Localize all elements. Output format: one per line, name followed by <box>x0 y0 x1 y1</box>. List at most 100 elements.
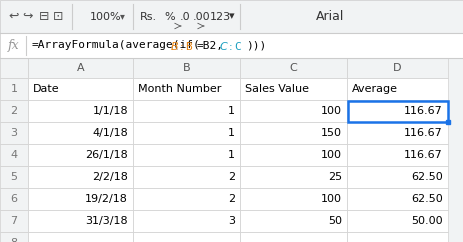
Text: 150: 150 <box>321 128 342 138</box>
Bar <box>240 100 347 122</box>
Text: 116.67: 116.67 <box>404 128 443 138</box>
Bar <box>0 100 28 122</box>
Bar <box>240 210 347 232</box>
Text: ↪: ↪ <box>23 10 33 23</box>
Text: C: C <box>290 63 297 73</box>
Text: 1: 1 <box>228 150 235 160</box>
Text: .00: .00 <box>193 12 211 22</box>
Text: 5: 5 <box>11 172 18 182</box>
Bar <box>0 58 28 78</box>
Text: ▾: ▾ <box>229 12 235 22</box>
Bar <box>133 144 240 166</box>
Bar <box>347 122 448 144</box>
Bar <box>28 122 133 144</box>
Bar <box>0 0 463 33</box>
Bar <box>240 144 347 166</box>
Text: 26/1/18: 26/1/18 <box>85 150 128 160</box>
Bar <box>0 144 28 166</box>
Text: Arial: Arial <box>316 10 344 23</box>
Bar <box>28 100 133 122</box>
Text: 3: 3 <box>228 216 235 226</box>
Text: 6: 6 <box>11 194 18 204</box>
Text: $B:$B: $B:$B <box>169 39 194 52</box>
Bar <box>133 58 240 78</box>
Text: =ArrayFormula(average(if(: =ArrayFormula(average(if( <box>32 40 201 51</box>
Bar <box>347 166 448 188</box>
Bar <box>0 188 28 210</box>
Bar <box>133 188 240 210</box>
Text: 116.67: 116.67 <box>404 106 443 116</box>
Bar <box>133 78 240 100</box>
Bar <box>0 232 28 242</box>
Bar <box>240 188 347 210</box>
Text: 1: 1 <box>228 106 235 116</box>
Text: %: % <box>165 12 175 22</box>
Bar <box>240 122 347 144</box>
Text: 1/1/18: 1/1/18 <box>93 106 128 116</box>
Text: 31/3/18: 31/3/18 <box>85 216 128 226</box>
Bar <box>0 122 28 144</box>
Text: 25: 25 <box>328 172 342 182</box>
Text: 8: 8 <box>11 238 18 242</box>
Bar <box>0 33 463 58</box>
Bar <box>28 78 133 100</box>
Text: 62.50: 62.50 <box>411 172 443 182</box>
Bar <box>240 58 347 78</box>
Bar <box>347 100 448 122</box>
Bar <box>240 166 347 188</box>
Text: .0: .0 <box>180 12 190 22</box>
Bar <box>347 58 448 78</box>
Bar <box>240 78 347 100</box>
Bar <box>347 144 448 166</box>
Text: fx: fx <box>8 39 20 52</box>
Text: 2: 2 <box>11 106 18 116</box>
Text: 1: 1 <box>228 128 235 138</box>
Text: Date: Date <box>33 84 60 94</box>
Text: 7: 7 <box>11 216 18 226</box>
Text: 100: 100 <box>321 194 342 204</box>
Text: 2: 2 <box>228 194 235 204</box>
Text: 19/2/18: 19/2/18 <box>85 194 128 204</box>
Text: 1: 1 <box>11 84 18 94</box>
Bar <box>133 100 240 122</box>
Bar <box>347 210 448 232</box>
Text: Month Number: Month Number <box>138 84 221 94</box>
Bar <box>0 210 28 232</box>
Text: 50.00: 50.00 <box>411 216 443 226</box>
Text: 3: 3 <box>11 128 18 138</box>
Text: ⊟: ⊟ <box>39 10 49 23</box>
Text: $C:$C: $C:$C <box>219 39 243 52</box>
Bar <box>347 232 448 242</box>
Text: D: D <box>393 63 402 73</box>
Text: 100: 100 <box>321 106 342 116</box>
Bar <box>240 232 347 242</box>
Text: Average: Average <box>352 84 398 94</box>
Bar <box>28 232 133 242</box>
Bar <box>133 232 240 242</box>
Text: 100: 100 <box>321 150 342 160</box>
Text: ⊡: ⊡ <box>53 10 63 23</box>
Bar <box>348 100 448 121</box>
Bar <box>28 58 133 78</box>
Text: ▾: ▾ <box>119 12 125 22</box>
Text: 4: 4 <box>11 150 18 160</box>
Bar <box>28 144 133 166</box>
Text: 50: 50 <box>328 216 342 226</box>
Bar <box>28 210 133 232</box>
Text: B: B <box>183 63 190 73</box>
Bar <box>0 78 28 100</box>
Text: =B2,: =B2, <box>197 40 224 51</box>
Text: Rs.: Rs. <box>139 12 156 22</box>
Text: 4/1/18: 4/1/18 <box>92 128 128 138</box>
Bar <box>28 188 133 210</box>
Text: 123: 123 <box>209 12 231 22</box>
Text: ))): ))) <box>246 40 267 51</box>
Text: Sales Value: Sales Value <box>245 84 309 94</box>
Text: 2/2/18: 2/2/18 <box>92 172 128 182</box>
Bar <box>133 122 240 144</box>
Bar <box>347 78 448 100</box>
Text: 100%: 100% <box>90 12 122 22</box>
Text: 62.50: 62.50 <box>411 194 443 204</box>
Text: 2: 2 <box>228 172 235 182</box>
Bar <box>133 166 240 188</box>
